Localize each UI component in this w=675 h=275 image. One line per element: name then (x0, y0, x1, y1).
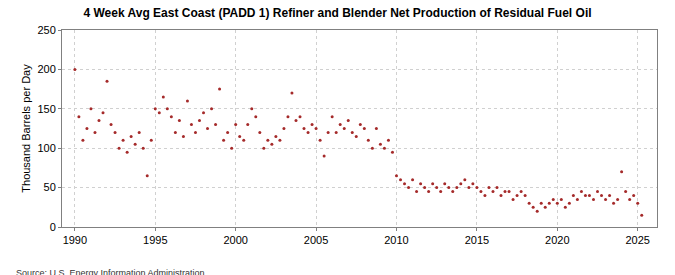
svg-text:2005: 2005 (304, 234, 328, 246)
svg-text:Source: U.S. Energy Informatio: Source: U.S. Energy Information Administ… (16, 268, 205, 275)
svg-text:50: 50 (44, 181, 56, 193)
svg-text:0: 0 (50, 221, 56, 233)
svg-text:2010: 2010 (384, 234, 408, 246)
svg-text:Thousand Barrels per Day: Thousand Barrels per Day (20, 64, 32, 193)
svg-text:2000: 2000 (223, 234, 247, 246)
svg-text:1990: 1990 (63, 234, 87, 246)
svg-text:2020: 2020 (545, 234, 569, 246)
svg-text:2025: 2025 (625, 234, 649, 246)
svg-text:2015: 2015 (465, 234, 489, 246)
svg-text:150: 150 (37, 103, 55, 115)
svg-text:250: 250 (37, 24, 55, 36)
svg-text:100: 100 (37, 142, 55, 154)
svg-text:4 Week Avg East Coast (PADD 1): 4 Week Avg East Coast (PADD 1) Refiner a… (83, 6, 591, 20)
svg-text:200: 200 (37, 63, 55, 75)
svg-text:1995: 1995 (143, 234, 167, 246)
